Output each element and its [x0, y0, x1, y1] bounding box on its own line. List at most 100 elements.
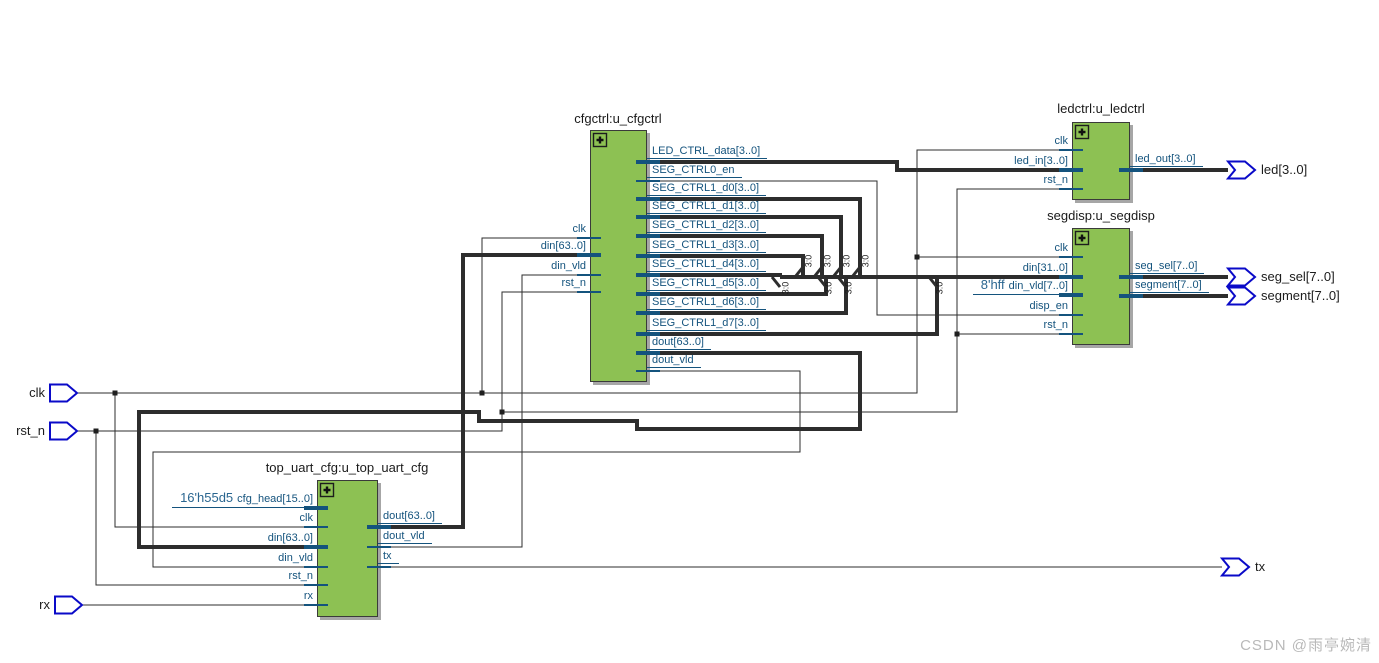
input-port-shape[interactable] — [54, 595, 84, 615]
pin-label-rst_n: rst_n — [288, 570, 313, 582]
pin-label-rst_n: rst_n — [561, 277, 586, 289]
bus-wire[interactable] — [647, 254, 805, 277]
bus-wire[interactable] — [647, 234, 824, 277]
bus-wire[interactable] — [647, 277, 828, 296]
port-label-input: rst_n — [16, 423, 45, 438]
constant-value: 8'hff — [980, 277, 1005, 292]
pin-underline — [647, 158, 767, 159]
wire-junction-dot — [93, 428, 99, 434]
output-port-shape[interactable] — [1219, 557, 1251, 577]
pin-label-seg_sel-7-0-: seg_sel[7..0] — [1135, 260, 1198, 272]
pin-label-rst_n: rst_n — [1043, 174, 1068, 186]
block-title: ledctrl:u_ledctrl — [1057, 101, 1145, 116]
pin-underline — [647, 213, 766, 214]
bus-ripper-label: 3:0 — [803, 255, 813, 268]
pin-underline — [1130, 292, 1209, 293]
expand-icon[interactable] — [1074, 230, 1090, 246]
bus-ripper-label: 3:0 — [822, 255, 832, 268]
pin-underline — [973, 294, 1072, 295]
bus-wire[interactable] — [647, 277, 939, 336]
pin-underline — [1130, 166, 1203, 167]
net-wire[interactable] — [77, 149, 1072, 394]
port-label-output: seg_sel[7..0] — [1261, 269, 1335, 284]
net-wire[interactable] — [77, 291, 590, 432]
pin-underline — [647, 330, 766, 331]
pin-underline — [1130, 273, 1204, 274]
bus-wire[interactable] — [378, 253, 590, 529]
pin-label-dout_vld: dout_vld — [652, 354, 694, 366]
bus-wire[interactable] — [647, 277, 848, 315]
net-wire[interactable] — [502, 188, 1072, 413]
input-port-shape[interactable] — [49, 383, 79, 403]
pin-underline — [647, 177, 742, 178]
pin-label-led_out-3-0-: led_out[3..0] — [1135, 153, 1196, 165]
output-port-shape[interactable] — [1225, 160, 1257, 180]
wire-junction-dot — [954, 331, 960, 337]
pin-label-segment-7-0-: segment[7..0] — [1135, 279, 1202, 291]
port-label-output: led[3..0] — [1261, 162, 1308, 177]
pin-label-dout_vld: dout_vld — [383, 530, 425, 542]
pin-name: din_vld[7..0] — [1008, 280, 1068, 292]
bus-wire[interactable] — [137, 351, 862, 549]
wire-junction-dot — [479, 390, 485, 396]
net-wire[interactable] — [95, 431, 317, 586]
net-wire[interactable] — [152, 370, 801, 568]
net-wire[interactable] — [114, 393, 317, 528]
pin-label-rst_n: rst_n — [1043, 319, 1068, 331]
wire-junction-dot — [499, 409, 505, 415]
pin-label-led_in-3-0-: led_in[3..0] — [1014, 155, 1068, 167]
bus-ripper — [850, 266, 862, 278]
pin-underline — [378, 523, 442, 524]
pin-label-clk: clk — [1054, 135, 1068, 147]
pin-label-din-63-0-: din[63..0] — [267, 532, 313, 544]
pin-underline — [378, 563, 399, 564]
net-wire[interactable] — [378, 274, 590, 548]
output-port-shape[interactable] — [1225, 286, 1257, 306]
bus-ripper — [816, 276, 828, 288]
wire-junction-dot — [914, 254, 920, 260]
output-port-shape[interactable] — [1225, 267, 1257, 287]
bus-wire[interactable] — [647, 273, 782, 277]
wire-junction-dot — [112, 390, 118, 396]
pin-label-SEG_CTRL1_d2-3-0-: SEG_CTRL1_d2[3..0] — [652, 219, 760, 231]
pin-label-tx: tx — [383, 550, 392, 562]
pin-label-dout-63-0-: dout[63..0] — [652, 336, 704, 348]
bus-ripper-label: 3:0 — [843, 282, 853, 295]
pin-label-din_vld: din_vld — [551, 260, 586, 272]
block-title: segdisp:u_segdisp — [1047, 208, 1155, 223]
pin-underline — [647, 271, 766, 272]
block-title: cfgctrl:u_cfgctrl — [574, 111, 662, 126]
pin-underline — [647, 309, 766, 310]
block-segdisp[interactable] — [1072, 228, 1130, 345]
bus-wire[interactable] — [647, 215, 843, 277]
bus-wire[interactable] — [647, 160, 1072, 172]
bus-ripper-label: 3:0 — [780, 282, 790, 295]
net-wire[interactable] — [481, 237, 590, 393]
port-label-output: tx — [1255, 559, 1266, 574]
pin-label-SEG_CTRL1_d7-3-0-: SEG_CTRL1_d7[3..0] — [652, 317, 760, 329]
pin-label-SEG_CTRL0_en: SEG_CTRL0_en — [652, 164, 735, 176]
bus-ripper — [836, 276, 848, 288]
pin-underline — [378, 543, 432, 544]
pin-label-clk: clk — [572, 223, 586, 235]
pin-label-clk: clk — [1054, 242, 1068, 254]
bus-ripper-label: 3:0 — [934, 282, 944, 295]
pin-label-SEG_CTRL1_d3-3-0-: SEG_CTRL1_d3[3..0] — [652, 239, 760, 251]
bus-ripper — [793, 266, 805, 278]
pin-label-SEG_CTRL1_d4-3-0-: SEG_CTRL1_d4[3..0] — [652, 258, 760, 270]
pin-label-SEG_CTRL1_d1-3-0-: SEG_CTRL1_d1[3..0] — [652, 200, 760, 212]
expand-icon[interactable] — [1074, 124, 1090, 140]
pin-underline — [647, 195, 766, 196]
expand-icon[interactable] — [592, 132, 608, 148]
pin-underline — [172, 507, 317, 508]
bus-wire[interactable] — [647, 197, 862, 277]
pin-label-din_vld: din_vld — [278, 552, 313, 564]
expand-icon[interactable] — [319, 482, 335, 498]
net-wire[interactable] — [647, 180, 1072, 316]
pin-label-clk: clk — [299, 512, 313, 524]
input-port-shape[interactable] — [49, 421, 79, 441]
watermark: CSDN @雨亭婉清 — [1240, 637, 1372, 654]
pin-label-disp_en: disp_en — [1029, 300, 1068, 312]
